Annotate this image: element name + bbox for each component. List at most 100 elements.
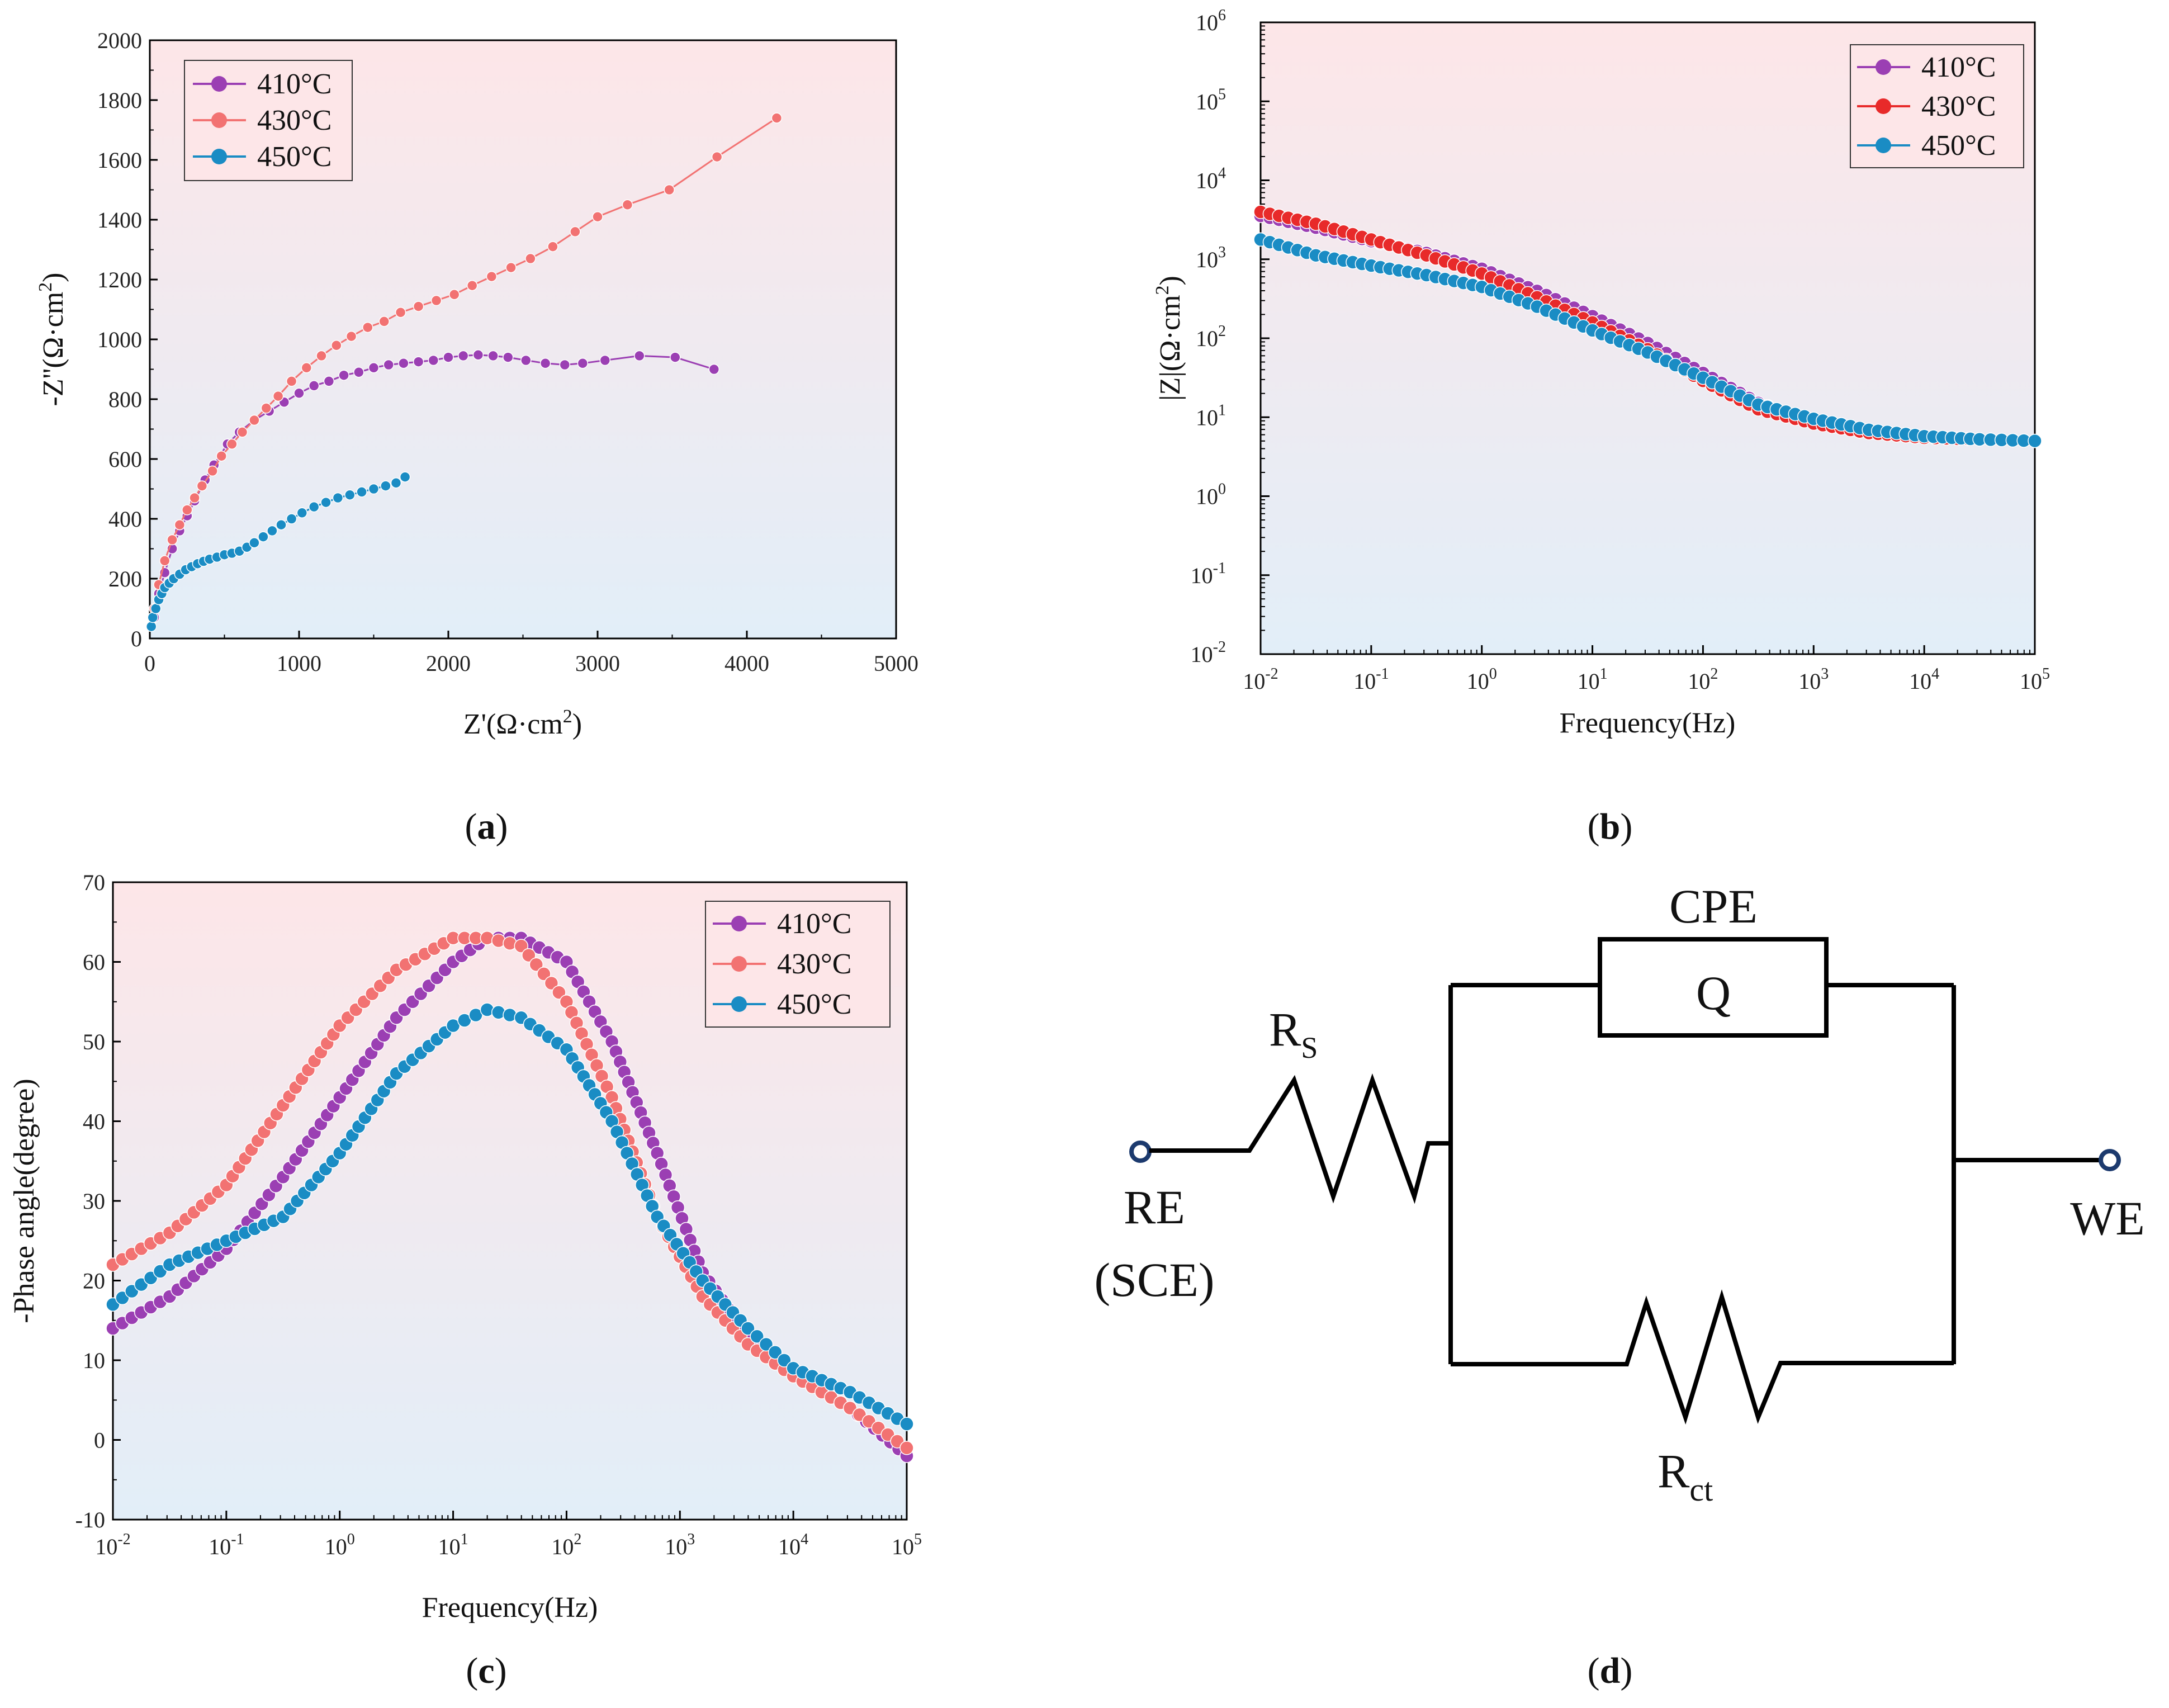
legend-label-c-1: 430°C xyxy=(777,948,851,980)
x-tick-label-b-0: 10-2 xyxy=(1243,665,1278,694)
legend-label-b-2: 450°C xyxy=(1921,130,1996,162)
data-point-a-1-4 xyxy=(174,519,186,531)
y-tick-label-a-2: 400 xyxy=(108,507,142,532)
legend-label-c-2: 450°C xyxy=(777,988,851,1020)
series-c xyxy=(106,931,914,1463)
y-tick-label-b-7: 105 xyxy=(1196,86,1226,114)
y-tick-label-a-4: 800 xyxy=(108,387,142,412)
series-b xyxy=(1253,205,2042,448)
data-point-a-2-28 xyxy=(344,489,356,500)
data-point-a-1-34 xyxy=(664,184,675,196)
data-point-c-2-85 xyxy=(759,1337,774,1352)
data-point-a-1-7 xyxy=(196,480,208,491)
y-tick-label-a-8: 1600 xyxy=(97,148,142,173)
data-point-a-1-17 xyxy=(316,350,327,362)
caption-b: (b) xyxy=(1588,806,1633,847)
data-point-a-1-26 xyxy=(466,280,478,291)
legend-marker-a-0 xyxy=(211,76,227,92)
data-point-c-1-55 xyxy=(552,985,566,1000)
data-point-a-1-23 xyxy=(413,301,424,312)
data-point-a-0-16 xyxy=(323,376,335,387)
x-tick-label-a-5: 5000 xyxy=(874,651,918,676)
data-point-a-0-15 xyxy=(308,380,320,391)
panel-c-bode-phase-chart: 10-2 10-1 100 101 102 103 104 105 -10 0 10 20 30 40 50… xyxy=(8,870,922,1691)
legend-marker-c-0 xyxy=(731,916,747,931)
data-point-a-2-22 xyxy=(276,519,287,531)
data-point-a-2-32 xyxy=(390,477,402,489)
data-point-a-1-15 xyxy=(286,376,297,387)
legend-b: 410°C 430°C 450°C xyxy=(1850,44,2024,168)
y-tick-label-b-5: 103 xyxy=(1196,244,1226,272)
y-tick-label-b-2: 100 xyxy=(1196,481,1226,509)
data-point-a-2-26 xyxy=(320,496,331,508)
x-axis-label-a: Z'(Ω·cm2) xyxy=(463,706,582,740)
y-axis-label-b: |Z|(Ω·cm2) xyxy=(1152,276,1186,401)
x-tick-label-c-0: 10-2 xyxy=(95,1531,130,1559)
re-label: RE xyxy=(1124,1180,1185,1234)
x-tick-label-c-4: 102 xyxy=(551,1531,581,1559)
data-point-a-0-32 xyxy=(577,358,589,369)
y-tick-label-c-1: 0 xyxy=(94,1428,105,1453)
data-point-a-1-16 xyxy=(301,362,312,373)
caption-c: (c) xyxy=(466,1650,506,1691)
data-point-a-2-20 xyxy=(258,531,269,542)
x-tick-label-b-6: 104 xyxy=(1909,665,1939,694)
x-tick-label-b-5: 103 xyxy=(1798,665,1829,694)
y-tick-label-c-5: 40 xyxy=(83,1109,105,1134)
data-point-a-1-8 xyxy=(207,465,218,477)
y-tick-label-b-4: 102 xyxy=(1196,323,1226,351)
data-point-a-2-19 xyxy=(249,537,260,548)
data-point-a-1-31 xyxy=(570,226,581,238)
data-point-a-2-21 xyxy=(267,525,278,537)
data-point-a-2-2 xyxy=(150,603,162,614)
x-tick-label-b-2: 100 xyxy=(1467,665,1497,694)
x-tick-label-b-4: 102 xyxy=(1688,665,1718,694)
data-point-a-1-24 xyxy=(430,295,442,306)
y-tick-label-b-0: 10-2 xyxy=(1191,638,1226,667)
legend-label-a-1: 430°C xyxy=(257,105,331,136)
data-point-a-2-29 xyxy=(356,486,367,498)
data-point-c-1-50 xyxy=(514,939,529,953)
legend-label-a-0: 410°C xyxy=(257,68,331,100)
caption-a: (a) xyxy=(465,806,508,847)
data-point-a-2-31 xyxy=(380,480,391,491)
axis-ticks-c: 10-2 10-1 100 101 102 103 104 105 -10 0 10 20 30 40 50… xyxy=(75,870,922,1559)
data-point-c-1-51 xyxy=(522,948,536,963)
data-point-a-0-19 xyxy=(368,362,380,373)
legend-label-b-0: 410°C xyxy=(1921,51,1996,83)
y-tick-label-c-7: 60 xyxy=(83,950,105,975)
legend-label-c-0: 410°C xyxy=(777,908,851,940)
re-terminal-icon xyxy=(1129,1141,1152,1163)
panel-a-nyquist-chart: 0 1000 2000 3000 4000 5000 0 200 400 600 800 1000 12… xyxy=(35,28,918,847)
data-point-a-0-14 xyxy=(293,387,305,399)
data-point-a-1-9 xyxy=(216,450,227,462)
legend-marker-b-0 xyxy=(1876,59,1891,75)
x-axis-label-c: Frequency(Hz) xyxy=(422,1592,598,1624)
series-a xyxy=(145,112,783,632)
x-axis-label-b: Frequency(Hz) xyxy=(1560,707,1736,739)
y-axis-label-a: -Z''(Ω·cm2) xyxy=(35,273,69,406)
x-tick-label-c-6: 104 xyxy=(778,1531,808,1559)
data-point-a-0-17 xyxy=(338,370,349,381)
y-tick-label-b-6: 104 xyxy=(1196,165,1226,193)
data-point-a-0-31 xyxy=(559,359,571,371)
data-point-a-1-14 xyxy=(272,390,284,402)
x-tick-label-c-5: 103 xyxy=(665,1531,695,1559)
data-point-c-2-84 xyxy=(750,1329,764,1344)
data-point-a-0-30 xyxy=(539,358,551,369)
data-point-a-2-25 xyxy=(308,501,320,513)
legend-marker-a-1 xyxy=(211,112,227,128)
sce-label: (SCE) xyxy=(1095,1253,1215,1307)
data-point-a-1-3 xyxy=(167,534,178,546)
y-tick-label-a-6: 1200 xyxy=(97,267,142,292)
y-tick-label-a-0: 0 xyxy=(131,626,142,651)
data-point-a-1-18 xyxy=(331,339,342,351)
y-tick-label-a-5: 1000 xyxy=(97,327,142,352)
x-tick-label-b-3: 101 xyxy=(1578,665,1608,694)
y-tick-label-a-7: 1400 xyxy=(97,207,142,233)
data-point-a-1-5 xyxy=(182,504,193,515)
we-label: WE xyxy=(2070,1191,2145,1245)
data-point-a-0-22 xyxy=(413,356,424,367)
data-point-c-1-107 xyxy=(899,1441,914,1455)
